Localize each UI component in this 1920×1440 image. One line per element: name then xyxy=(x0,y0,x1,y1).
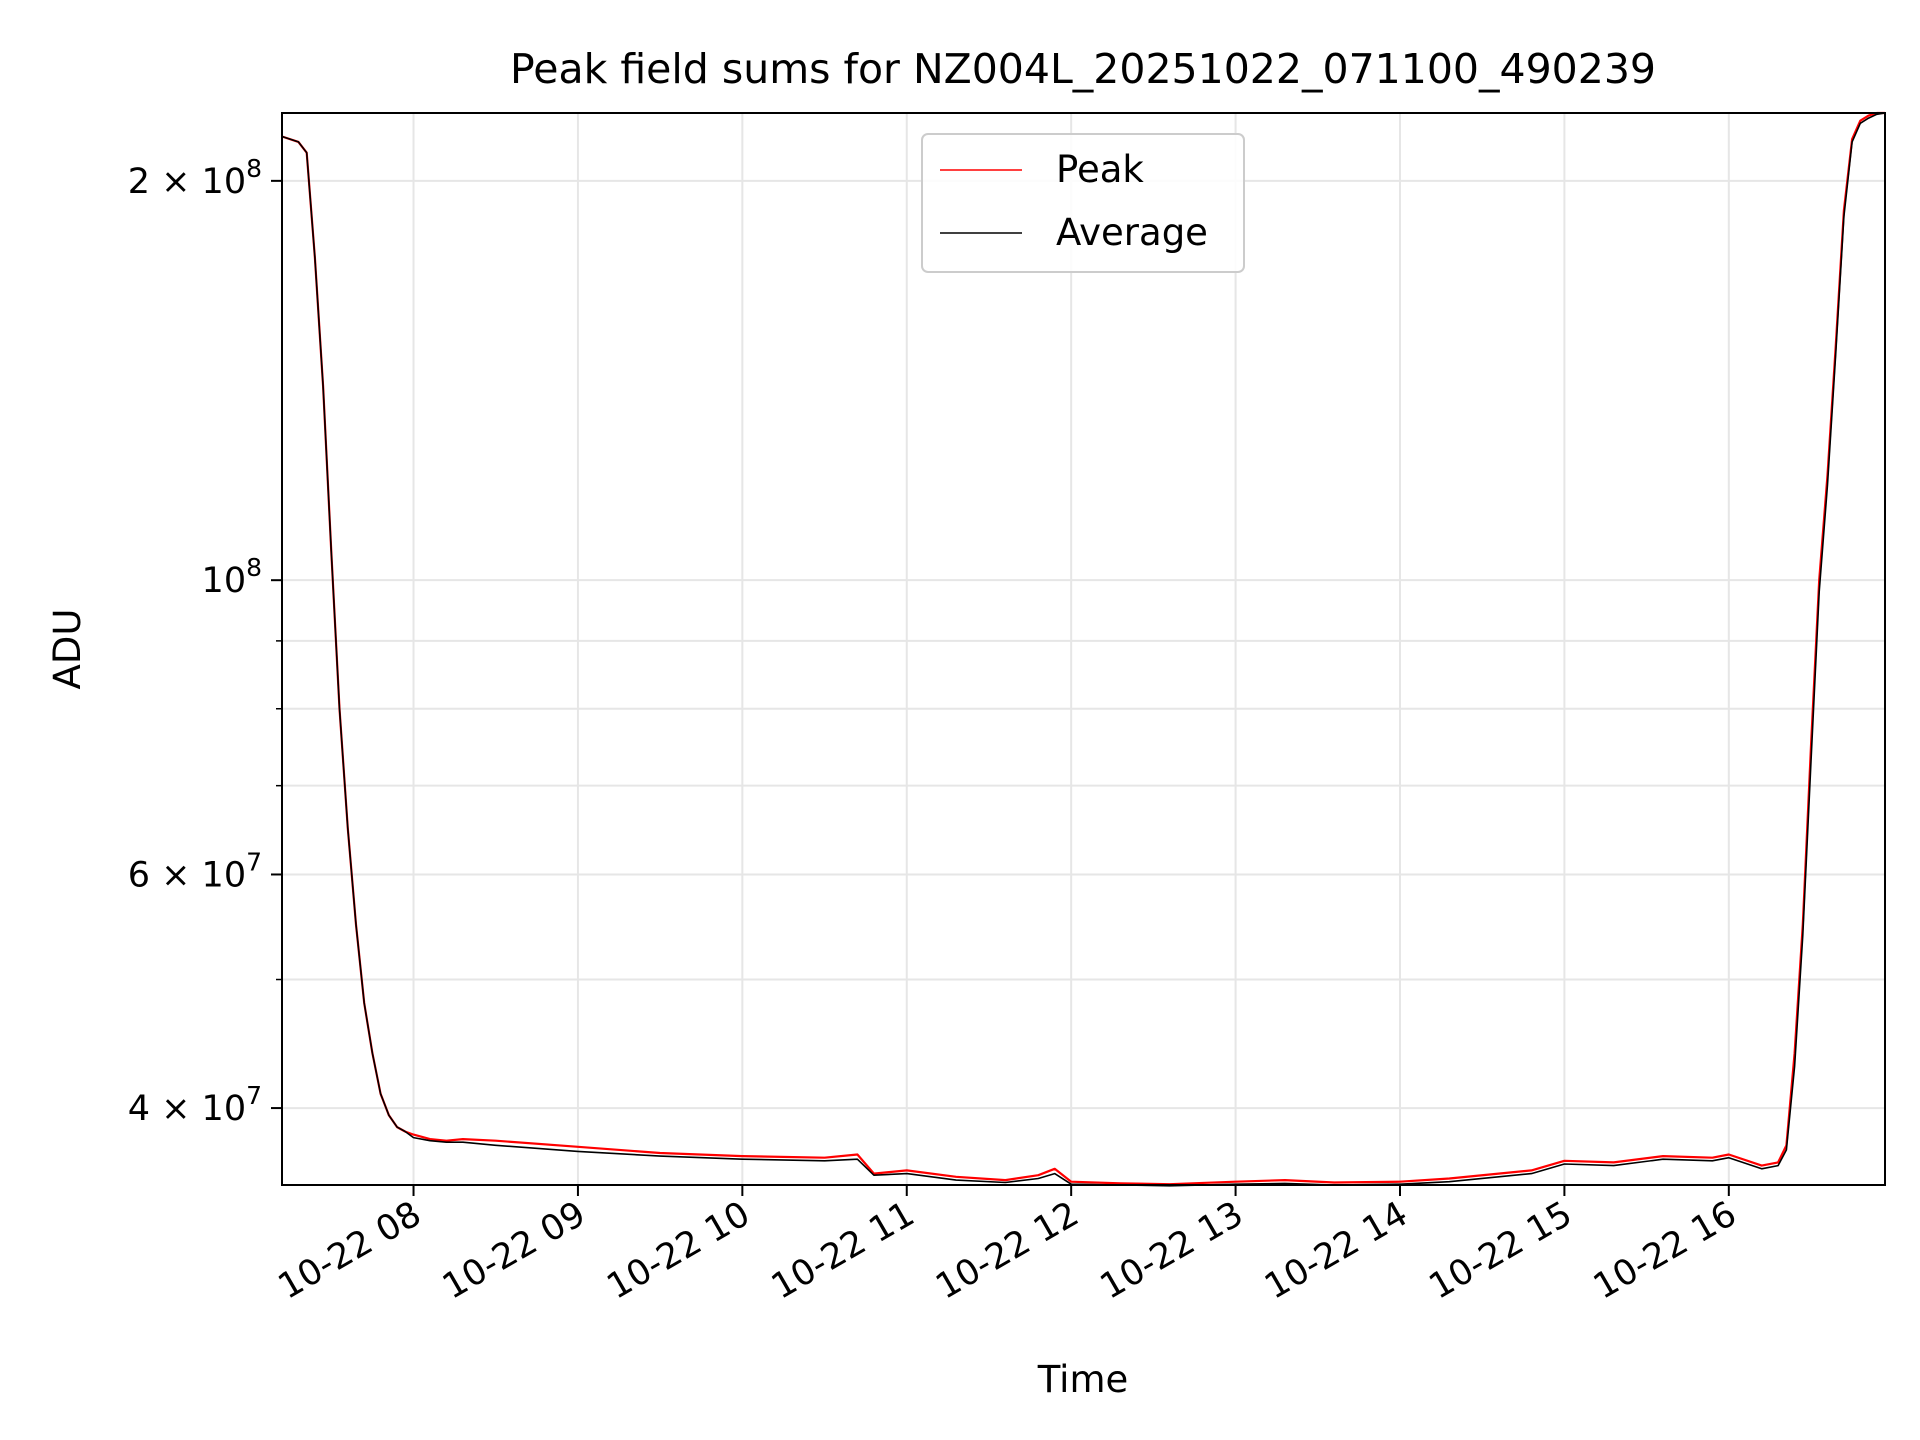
x-tick-label: 10-22 10 xyxy=(601,1194,757,1307)
y-tick-label: 4 × 107 xyxy=(128,1081,262,1129)
legend-peak-label: Peak xyxy=(1056,148,1144,191)
y-tick-label-base: 2 × 10 xyxy=(128,162,246,202)
y-tick-label: 2 × 108 xyxy=(128,154,262,202)
x-tick-label: 10-22 12 xyxy=(929,1194,1085,1307)
series-layer xyxy=(281,111,1886,1187)
x-tick-label: 10-22 09 xyxy=(436,1194,592,1307)
legend: Peak Average xyxy=(921,133,1245,273)
series-line-average xyxy=(281,112,1886,1187)
ticks-layer: 10-22 08 10-22 09 10-22 10 10-22 11 10-22 12… xyxy=(128,154,1744,1308)
x-axis-label: Time xyxy=(1037,1358,1129,1401)
x-tick-label: 10-22 11 xyxy=(765,1194,921,1307)
x-tick-label: 10-22 16 xyxy=(1587,1194,1743,1307)
y-tick-label-base: 6 × 10 xyxy=(128,855,246,895)
series-line-peak xyxy=(281,111,1885,1186)
y-tick-label-exponent: 7 xyxy=(246,1081,262,1110)
y-tick-label-base: 10 xyxy=(202,561,247,601)
chart-title: Peak field sums for NZ004L_20251022_0711… xyxy=(510,45,1656,93)
x-tick-label: 10-22 15 xyxy=(1423,1194,1579,1307)
x-tick-label: 10-22 14 xyxy=(1258,1194,1414,1307)
y-tick-label-exponent: 8 xyxy=(246,553,262,582)
y-tick-label-exponent: 8 xyxy=(246,154,262,183)
x-tick-label: 10-22 13 xyxy=(1094,1194,1250,1307)
y-tick-label: 6 × 107 xyxy=(128,847,262,895)
x-tick-label: 10-22 08 xyxy=(272,1194,428,1307)
grid-layer xyxy=(282,113,1885,1185)
legend-average-label: Average xyxy=(1056,211,1208,254)
plot-frame xyxy=(281,112,1886,1186)
legend-box xyxy=(921,133,1245,273)
y-tick-label-base: 4 × 10 xyxy=(128,1089,246,1129)
y-tick-label-exponent: 7 xyxy=(246,847,262,876)
y-axis-label: ADU xyxy=(46,609,89,690)
y-tick-label: 108 xyxy=(202,553,262,601)
